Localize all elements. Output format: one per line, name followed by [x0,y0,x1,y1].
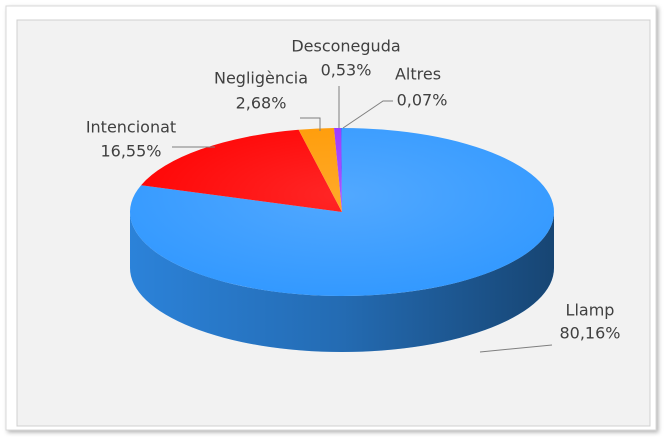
gloss [130,128,554,296]
value-label: 16,55% [100,142,161,161]
leader-line [479,344,553,353]
side-shade [130,212,554,352]
slice-label: Desconeguda [291,37,400,56]
slice-label: Negligència [214,69,308,88]
slice-label: Altres [395,65,441,84]
value-label: 0,07% [397,91,448,110]
slice-label: Llamp [566,301,615,320]
slice-label: Intencionat [86,118,176,137]
leader-line [342,100,393,129]
value-label: 0,53% [321,61,372,80]
leader-line [300,117,321,131]
value-label: 2,68% [236,94,287,113]
value-label: 80,16% [559,324,620,343]
